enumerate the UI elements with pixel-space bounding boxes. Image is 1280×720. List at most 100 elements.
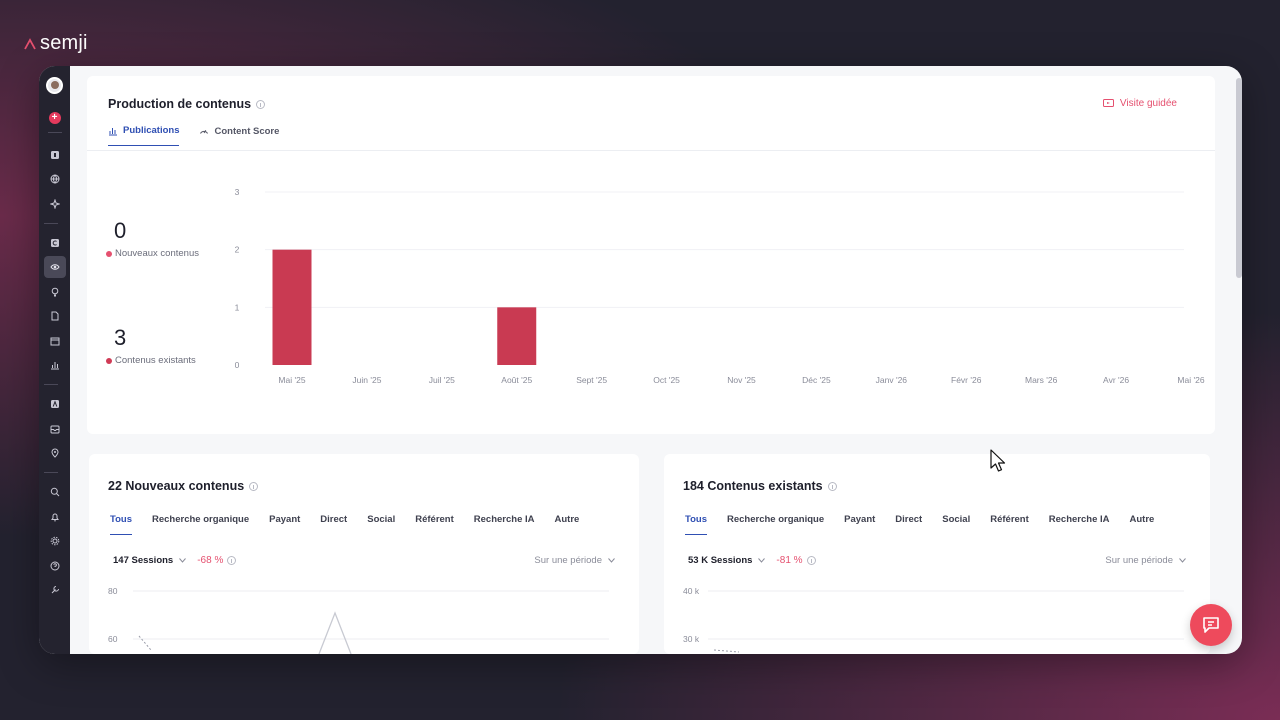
bold-square-icon <box>50 150 59 159</box>
new-period-select[interactable]: Sur une période <box>534 555 615 566</box>
tab-recherche-ia[interactable]: Recherche IA <box>1048 514 1110 525</box>
tab-payant[interactable]: Payant <box>269 514 301 525</box>
y-tick-label: 3 <box>235 187 240 197</box>
existing-contents-title: 184 Contenus existants <box>683 479 837 493</box>
tab-recherche-organique[interactable]: Recherche organique <box>727 514 825 525</box>
tab-payant[interactable]: Payant <box>844 514 876 525</box>
sidebar-item-inbox[interactable] <box>44 418 66 440</box>
y-tick-label: 80 <box>108 586 118 596</box>
sidebar-item-lightbulb[interactable] <box>44 281 66 303</box>
tab-direct[interactable]: Direct <box>895 514 923 525</box>
guided-tour-label: Visite guidée <box>1119 98 1177 109</box>
info-icon[interactable] <box>827 481 837 491</box>
app-window: + Production de contenus Visite guidée P… <box>39 66 1242 654</box>
tab-r-f-rent[interactable]: Référent <box>990 514 1029 525</box>
location-icon <box>50 448 59 458</box>
add-button[interactable]: + <box>48 112 61 124</box>
tab-r-f-rent[interactable]: Référent <box>415 514 454 525</box>
chevron-down-icon <box>179 558 187 563</box>
bar[interactable] <box>272 249 312 365</box>
tab-autre[interactable]: Autre <box>1129 514 1155 525</box>
rail-divider <box>43 472 58 473</box>
new-contents-title: 22 Nouveaux contenus <box>108 479 259 493</box>
x-tick-label: Août '25 <box>501 375 532 385</box>
production-title-text: Production de contenus <box>108 97 252 111</box>
tab-publications[interactable]: Publications <box>108 125 180 146</box>
sparkle-icon <box>49 198 60 209</box>
avatar[interactable] <box>46 77 63 94</box>
guided-tour-icon <box>1102 98 1114 107</box>
info-icon[interactable] <box>249 481 259 491</box>
tab-tous[interactable]: Tous <box>685 514 707 535</box>
tab-direct[interactable]: Direct <box>320 514 348 525</box>
tab-content-score[interactable]: Content Score <box>199 126 279 146</box>
x-tick-label: Mars '26 <box>1025 375 1058 385</box>
y-tick-label: 60 <box>108 634 118 644</box>
sidebar-item-wrench[interactable] <box>44 579 66 601</box>
sidebar-item-sparkle[interactable] <box>44 193 66 215</box>
scrollbar[interactable] <box>1236 78 1242 278</box>
sidebar-item-eye[interactable] <box>43 256 66 278</box>
kpi-new-value: 0 <box>114 218 127 243</box>
new-period-label: Sur une période <box>534 555 602 566</box>
sidebar-item-search[interactable] <box>44 481 66 503</box>
info-icon[interactable] <box>256 99 266 109</box>
info-icon[interactable] <box>227 556 237 565</box>
sessions-line <box>318 611 352 654</box>
tab-recherche-organique[interactable]: Recherche organique <box>152 514 250 525</box>
tab-autre[interactable]: Autre <box>554 514 580 525</box>
tab-social[interactable]: Social <box>942 514 971 525</box>
production-tabs: Publications Content Score <box>108 125 279 146</box>
new-delta-value: -68 % <box>197 555 224 566</box>
rail-divider <box>43 222 58 224</box>
kpi-existing-contents: 3 Contenus existants <box>106 325 196 366</box>
new-contents-card: 22 Nouveaux contenus Tous Recherche organ… <box>89 454 639 654</box>
tabs-divider <box>87 150 1215 151</box>
sessions-line-previous <box>138 635 152 651</box>
sidebar-rail: + <box>39 66 70 654</box>
guided-tour-button[interactable]: Visite guidée <box>1102 98 1177 109</box>
sidebar-item-a-square[interactable] <box>44 393 66 415</box>
sidebar-item-bell[interactable] <box>44 506 66 528</box>
new-sessions-delta: -68 % <box>197 555 237 566</box>
kpi-new-contents: 0 Nouveaux contenus <box>106 218 199 259</box>
bar[interactable] <box>497 307 537 365</box>
x-tick-label: Mai '26 <box>1177 375 1204 385</box>
y-tick-label: 40 k <box>683 586 700 596</box>
sidebar-item-bar-chart[interactable] <box>44 354 66 376</box>
existing-period-select[interactable]: Sur une période <box>1105 555 1186 566</box>
wrench-icon <box>51 586 59 594</box>
kpi-new-label: Nouveaux contenus <box>115 248 199 259</box>
x-tick-label: Mai '25 <box>278 375 305 385</box>
tab-tous[interactable]: Tous <box>110 514 132 535</box>
globe-icon <box>50 174 59 184</box>
new-sessions-row: 147 Sessions -68 % Sur une période <box>113 555 615 566</box>
c-square-icon <box>50 238 59 247</box>
sidebar-item-globe[interactable] <box>44 168 66 190</box>
a-square-icon <box>50 400 59 408</box>
new-sessions-dropdown[interactable]: 147 Sessions <box>113 555 187 566</box>
y-tick-label: 30 k <box>683 634 700 644</box>
sidebar-item-help[interactable] <box>44 555 66 577</box>
sidebar-item-bold-square[interactable] <box>44 144 66 166</box>
sidebar-item-document[interactable] <box>44 305 66 327</box>
info-icon[interactable] <box>806 556 816 565</box>
y-tick-label: 1 <box>235 302 240 312</box>
chat-button[interactable] <box>1190 604 1232 646</box>
existing-contents-card: 184 Contenus existants Tous Recherche org… <box>664 454 1210 654</box>
sidebar-item-gear[interactable] <box>44 530 66 552</box>
sidebar-item-calendar[interactable] <box>44 330 66 352</box>
sidebar-item-location[interactable] <box>44 442 66 464</box>
existing-period-label: Sur une période <box>1105 555 1173 566</box>
chat-icon <box>1203 617 1219 633</box>
tab-recherche-ia[interactable]: Recherche IA <box>473 514 535 525</box>
x-tick-label: Févr '26 <box>951 375 982 385</box>
brand-name: semji <box>40 32 88 54</box>
mouse-cursor-icon <box>990 449 1006 472</box>
tab-social[interactable]: Social <box>367 514 396 525</box>
sidebar-item-c-square[interactable] <box>44 232 66 254</box>
semji-logo-icon <box>24 37 36 49</box>
rail-divider <box>47 132 62 133</box>
existing-sessions-dropdown[interactable]: 53 K Sessions <box>688 555 766 566</box>
x-tick-label: Sept '25 <box>576 375 607 385</box>
